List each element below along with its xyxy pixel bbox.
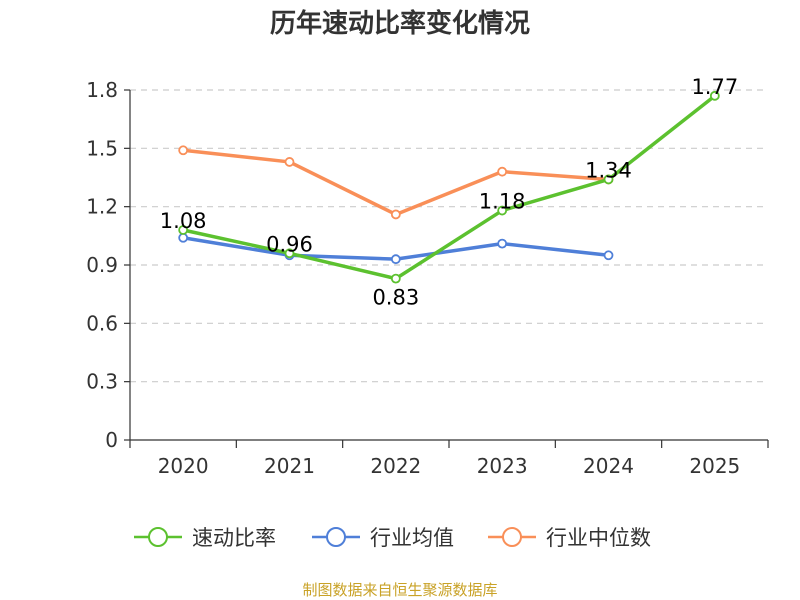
series	[178, 90, 720, 284]
legend-label: 速动比率	[192, 526, 276, 550]
data-point	[390, 254, 401, 265]
data-point	[709, 90, 720, 101]
data-point	[284, 157, 295, 167]
chart-title: 历年速动比率变化情况	[270, 8, 530, 39]
grid	[130, 89, 768, 383]
source-note: 制图数据来自恒生聚源数据库	[302, 581, 497, 599]
y-tick-label: 1.5	[86, 136, 118, 160]
data-point	[497, 166, 508, 177]
axes: 0 0.3 0.6 0.9 1.2 1.5 1.8 2020 2021 2022 2023 2024 2…	[86, 78, 769, 478]
x-tick-label: 2022	[370, 454, 421, 478]
data-point	[178, 145, 189, 156]
data-point	[284, 248, 295, 259]
data-label: 1.18	[479, 190, 526, 214]
legend-marker	[326, 527, 346, 547]
x-tick-label: 2020	[158, 454, 209, 478]
legend-label: 行业中位数	[546, 526, 651, 550]
data-point	[178, 232, 189, 243]
x-tick-label: 2025	[689, 454, 740, 478]
data-point	[497, 205, 508, 216]
data-label: 0.96	[266, 232, 313, 256]
legend: 速动比率 行业均值 行业中位数	[134, 526, 651, 550]
series-line	[182, 148, 609, 217]
y-tick-label: 1.8	[86, 78, 118, 102]
data-label: 1.08	[160, 209, 207, 233]
y-tick-label: 1.2	[86, 195, 118, 219]
x-tick-label: 2024	[583, 454, 634, 478]
legend-marker	[148, 527, 168, 547]
data-label: 1.77	[691, 75, 738, 99]
x-tick-label: 2023	[477, 454, 528, 478]
y-tick-label: 0	[105, 428, 118, 452]
y-tick-label: 0.6	[86, 311, 118, 335]
data-point	[603, 174, 614, 185]
data-point	[497, 238, 508, 249]
y-tick-label: 0.3	[86, 370, 118, 394]
data-point	[603, 250, 614, 261]
data-point	[390, 273, 401, 284]
legend-label: 行业均值	[370, 526, 454, 550]
data-labels: 1.08 0.96 0.83 1.18 1.34 1.77	[160, 75, 738, 310]
y-tick-label: 0.9	[86, 253, 118, 277]
legend-marker	[502, 527, 522, 547]
data-label: 0.83	[372, 286, 419, 310]
series-line	[182, 94, 716, 281]
data-point	[390, 209, 401, 220]
data-label: 1.34	[585, 158, 632, 182]
x-tick-label: 2021	[264, 454, 315, 478]
data-point	[178, 225, 189, 235]
